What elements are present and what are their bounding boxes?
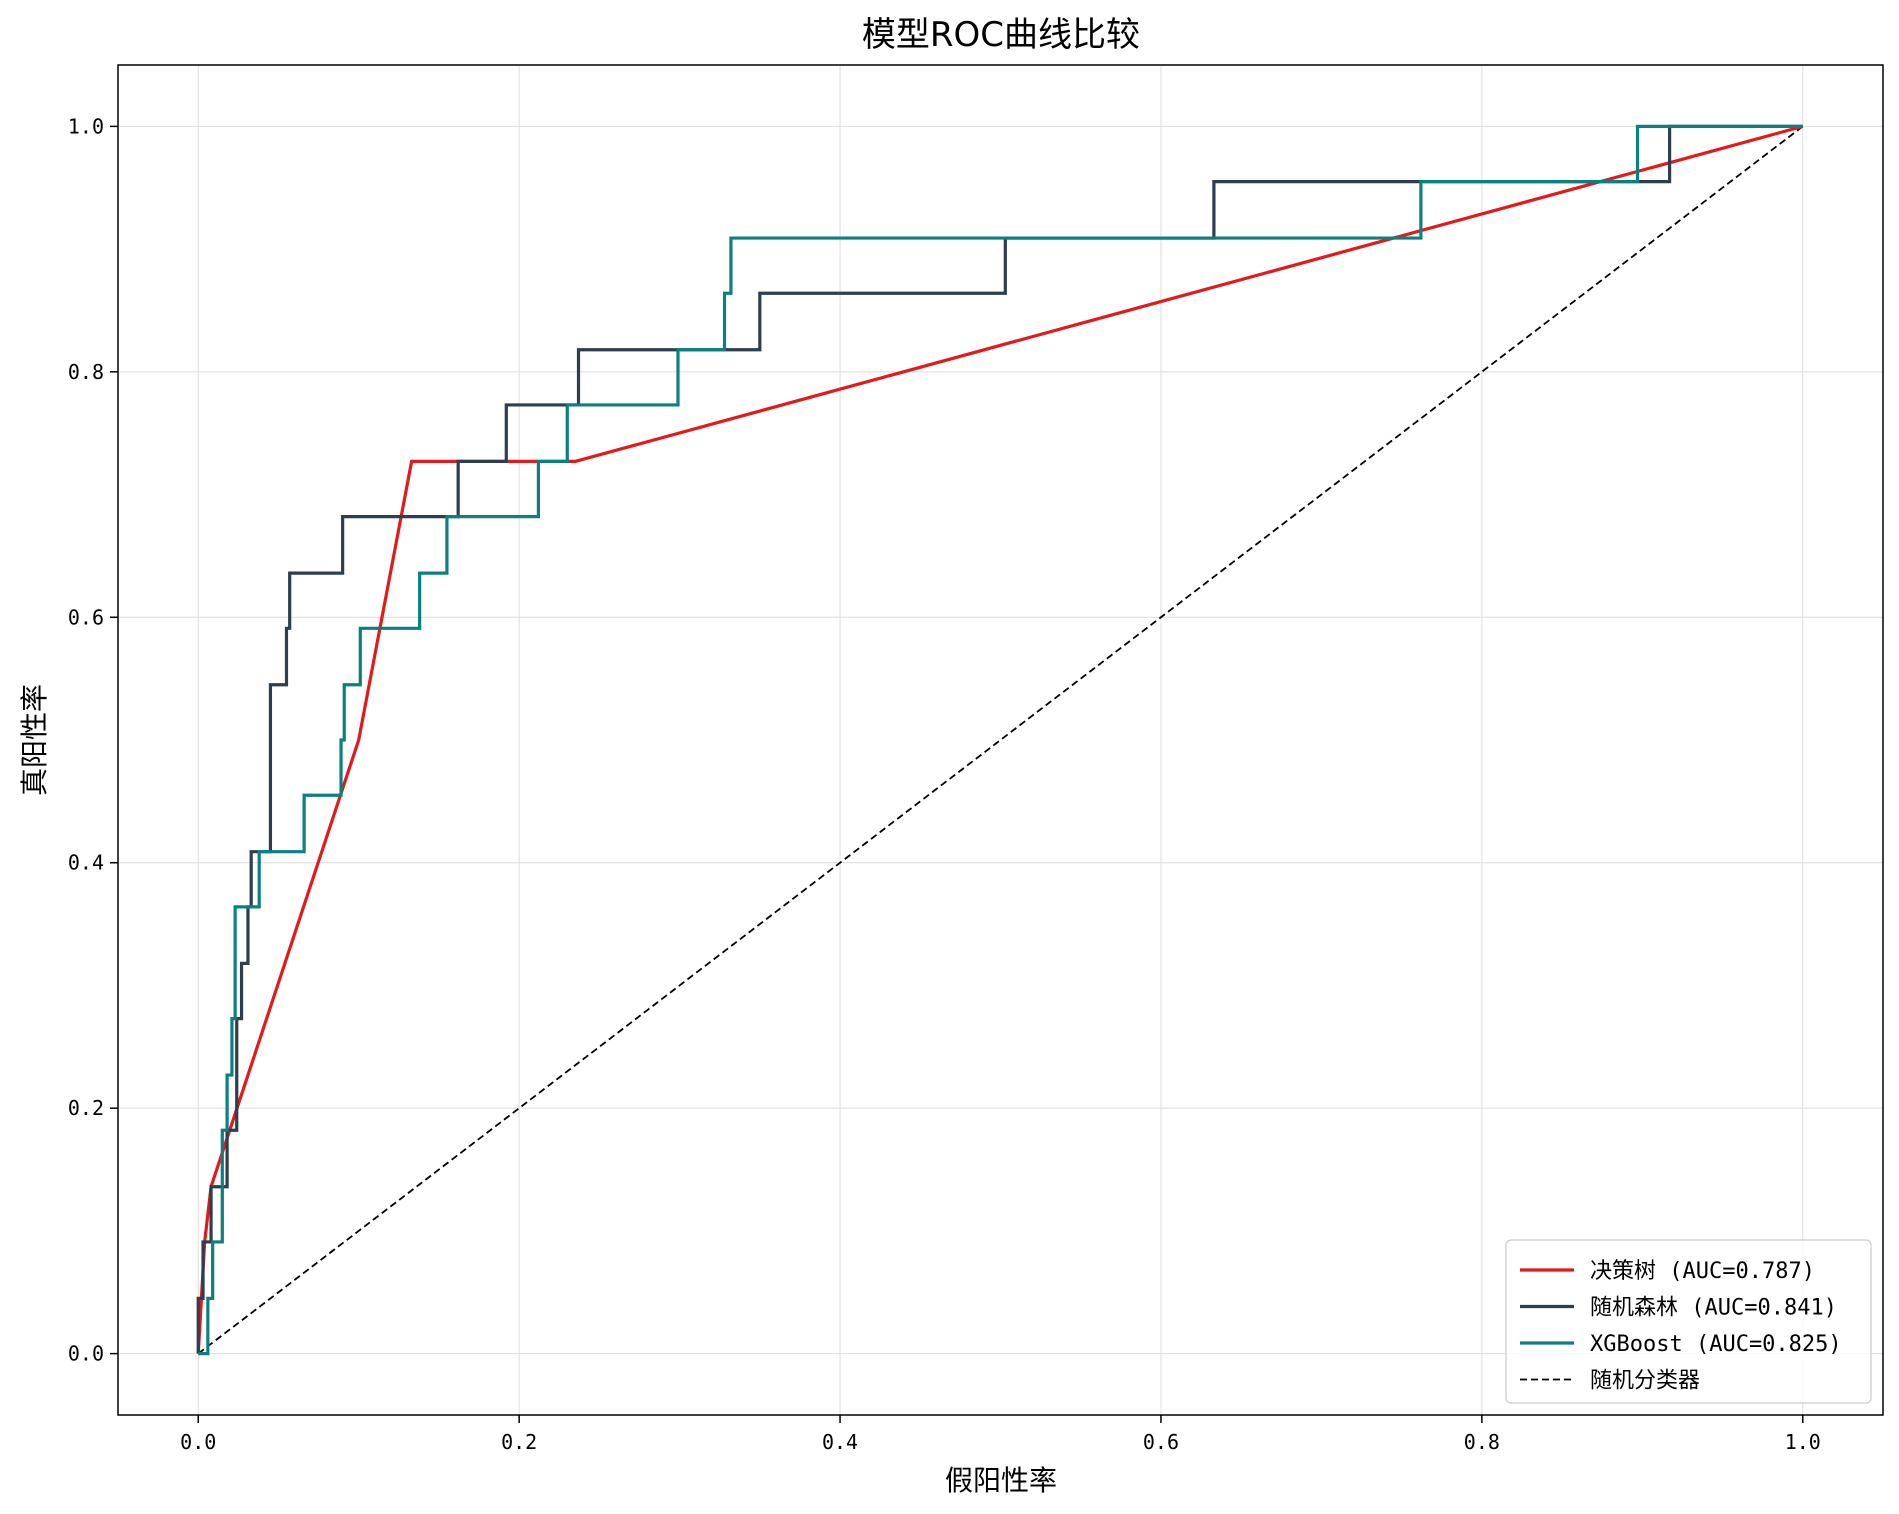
series-line-2: [198, 124, 1803, 1356]
plot-frame: [117, 64, 1884, 1416]
series-layer: [196, 124, 1804, 1356]
legend-label-0: 决策树 (AUC=0.787): [1590, 1259, 1815, 1284]
series-line-1: [196, 124, 1803, 1354]
legend-box: [1505, 1239, 1872, 1404]
legend-label-2: XGBoost (AUC=0.825): [1590, 1332, 1842, 1357]
legend-label-3: 随机分类器: [1590, 1369, 1700, 1394]
y-axis-label: 真阳性率: [18, 684, 51, 796]
chart-title: 模型ROC曲线比较: [862, 15, 1140, 55]
y-tick-label: 1.0: [68, 114, 104, 138]
series-line-3: [197, 125, 1804, 1355]
x-tick-label: 0.2: [501, 1430, 537, 1454]
y-tick-label: 0.8: [68, 360, 104, 384]
x-tick-label: 0.8: [1464, 1430, 1500, 1454]
y-tick-label: 0.2: [68, 1096, 104, 1120]
legend-label-1: 随机森林 (AUC=0.841): [1590, 1296, 1837, 1321]
x-tick-label: 1.0: [1785, 1430, 1821, 1454]
grid-lines: [118, 65, 1883, 1415]
x-axis-label: 假阳性率: [945, 1464, 1057, 1497]
y-tick-label: 0.6: [68, 605, 104, 629]
y-tick-label: 0.0: [68, 1342, 104, 1366]
x-tick-label: 0.0: [180, 1430, 216, 1454]
x-tick-label: 0.6: [1143, 1430, 1179, 1454]
y-tick-label: 0.4: [68, 851, 104, 875]
x-tick-label: 0.4: [822, 1430, 858, 1454]
legend: 决策树 (AUC=0.787) 随机森林 (AUC=0.841) XGBoost (…: [1505, 1239, 1872, 1404]
axis-ticks: 0.0 0.2 0.4 0.6 0.8 1.0 0.0 0.2 0.4 0.6 0.8 1.0: [68, 114, 1821, 1454]
